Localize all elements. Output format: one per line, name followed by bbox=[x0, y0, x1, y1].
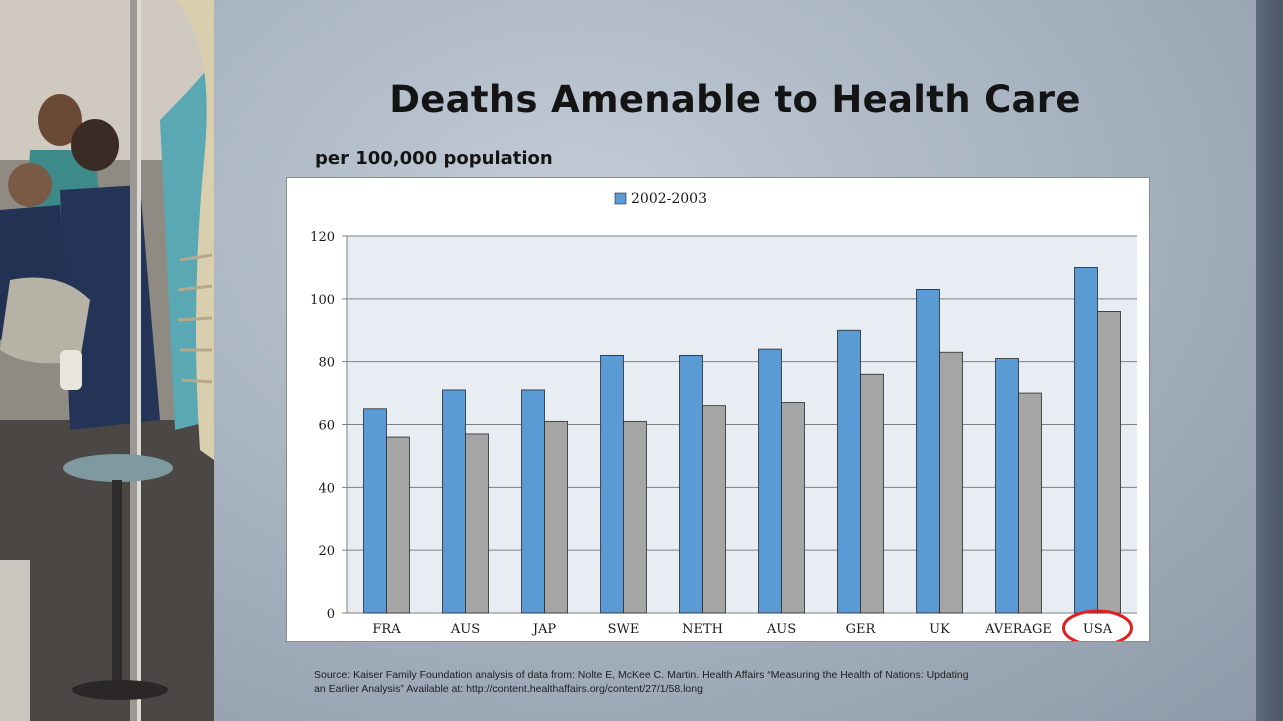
bar-series1-average bbox=[995, 358, 1019, 614]
bar-series1-aus bbox=[442, 389, 466, 614]
x-tick-label: AUS bbox=[450, 622, 480, 637]
bar-series2-swe bbox=[623, 420, 647, 614]
x-tick-label: UK bbox=[929, 622, 950, 637]
x-tick-label: SWE bbox=[608, 622, 640, 637]
y-tick-label: 60 bbox=[318, 419, 335, 434]
y-tick-label: 80 bbox=[318, 356, 335, 371]
medical-photo bbox=[0, 0, 214, 721]
x-tick-label: NETH bbox=[682, 622, 723, 637]
x-tick-label: FRA bbox=[372, 622, 401, 637]
x-tick-label: AUS bbox=[766, 622, 796, 637]
x-tick-label: USA bbox=[1083, 622, 1113, 637]
y-tick-label: 120 bbox=[310, 230, 335, 245]
medical-scene-image bbox=[0, 0, 214, 721]
bar-series1-fra bbox=[363, 408, 387, 614]
bar-series2-aus bbox=[781, 402, 805, 614]
x-tick-label: JAP bbox=[531, 622, 557, 637]
highlight-circle bbox=[1062, 609, 1133, 641]
bar-series2-neth bbox=[702, 405, 726, 614]
source-line-2: an Earlier Analysis” Available at: http:… bbox=[314, 683, 703, 695]
chart-container: 0 20 40 60 80 100 120 FRA AUS JAP SWE NETH AUS GER UK A… bbox=[286, 177, 1150, 642]
bar-series2-usa bbox=[1097, 310, 1121, 614]
bar-series1-swe bbox=[600, 354, 624, 614]
bar-series2-uk bbox=[939, 351, 963, 614]
legend-label: 2002-2003 bbox=[631, 191, 707, 207]
bar-series2-aus bbox=[465, 433, 489, 614]
bar-series2-jap bbox=[544, 420, 568, 614]
bar-series2-average bbox=[1018, 392, 1042, 614]
bar-series1-jap bbox=[521, 389, 545, 614]
bar-series1-ger bbox=[837, 329, 861, 614]
legend-swatch bbox=[614, 192, 627, 205]
y-tick-label: 0 bbox=[327, 607, 335, 622]
x-tick-label: AVERAGE bbox=[984, 622, 1052, 637]
bar-chart: 0 20 40 60 80 100 120 FRA AUS JAP SWE NETH AUS GER UK A… bbox=[310, 191, 1137, 641]
bar-series2-fra bbox=[386, 436, 410, 614]
bar-series1-uk bbox=[916, 289, 940, 614]
y-tick-label: 20 bbox=[318, 544, 335, 559]
bar-series1-neth bbox=[679, 354, 703, 614]
bar-series2-ger bbox=[860, 373, 884, 614]
y-tick-label: 100 bbox=[310, 293, 335, 308]
slide-title: Deaths Amenable to Health Care bbox=[389, 78, 1081, 121]
right-accent-band bbox=[1256, 0, 1283, 721]
source-citation: Source: Kaiser Family Foundation analysi… bbox=[314, 668, 1174, 696]
y-tick-label: 40 bbox=[318, 481, 335, 496]
source-line-1: Source: Kaiser Family Foundation analysi… bbox=[314, 669, 969, 681]
x-tick-label: GER bbox=[846, 622, 877, 637]
bar-series1-usa bbox=[1074, 267, 1098, 614]
chart-subtitle: per 100,000 population bbox=[315, 148, 553, 169]
bar-series1-aus bbox=[758, 348, 782, 614]
